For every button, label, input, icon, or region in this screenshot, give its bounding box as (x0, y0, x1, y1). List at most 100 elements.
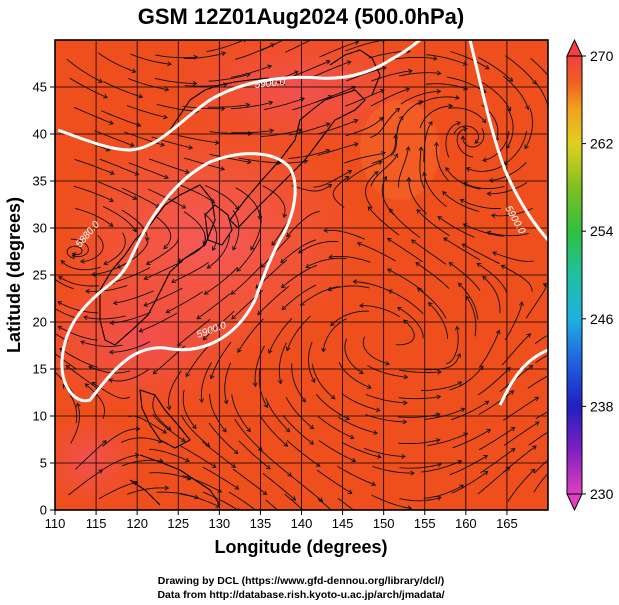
streamline (57, 301, 99, 314)
streamline (66, 245, 83, 259)
streamline-arrowhead (262, 490, 268, 496)
streamline-arrowhead (71, 254, 77, 259)
streamline (98, 481, 138, 500)
streamline-arrowhead (217, 488, 223, 493)
streamline-arrowhead (309, 440, 315, 445)
streamline-arrowhead (382, 175, 388, 181)
streamline (61, 260, 101, 271)
streamline-arrowhead (267, 64, 273, 70)
streamline (316, 86, 356, 103)
streamline (369, 108, 400, 139)
streamline (286, 439, 321, 467)
y-tick-label: 5 (40, 456, 47, 471)
streamline-arrowhead (457, 282, 463, 288)
y-tick-label: 0 (40, 503, 47, 518)
streamline (341, 441, 382, 458)
streamline (417, 287, 447, 319)
streamline (74, 158, 115, 175)
streamline-arrowhead (266, 464, 271, 470)
streamline-arrowhead (481, 118, 487, 124)
streamline-arrowhead (129, 142, 135, 148)
streamline-arrowhead (560, 423, 564, 427)
streamline (365, 414, 407, 423)
streamline-arrowhead (283, 442, 289, 447)
streamline-arrowhead (181, 204, 187, 209)
streamline-arrowhead (349, 434, 355, 440)
streamline (209, 153, 251, 163)
streamline-arrowhead (558, 461, 562, 465)
streamline (372, 465, 414, 474)
streamline-arrowhead (84, 383, 90, 388)
streamline (121, 187, 160, 208)
streamline (337, 466, 376, 486)
streamline (305, 257, 347, 268)
streamline-arrowhead (167, 61, 172, 67)
streamline-arrowhead (60, 259, 66, 265)
streamline (282, 415, 314, 445)
streamline-arrowhead (403, 374, 409, 380)
streamline-arrowhead (367, 384, 372, 390)
streamline-arrowhead (108, 378, 114, 383)
streamline-arrowhead (286, 232, 291, 238)
streamline-arrowhead (509, 390, 515, 395)
streamline-arrowhead (80, 258, 85, 264)
streamline (102, 206, 137, 232)
streamline (363, 447, 406, 458)
streamline-arrowhead (165, 308, 171, 314)
streamline-arrowhead (411, 239, 416, 244)
streamline (231, 394, 251, 432)
streamline-arrowhead (433, 141, 439, 147)
streamline (316, 469, 353, 494)
streamline (284, 493, 304, 510)
streamline (398, 72, 441, 77)
streamline (308, 341, 316, 383)
streamline (452, 429, 491, 449)
contour-label: 5900.0 (254, 77, 286, 91)
streamline-arrowhead (554, 86, 558, 90)
streamline-arrowhead (402, 419, 408, 425)
colorbar-min-arrow (566, 493, 583, 512)
streamline-arrowhead (508, 77, 514, 82)
streamline-arrowhead (323, 227, 328, 233)
streamline-arrowhead (85, 288, 90, 294)
streamline-arrowhead (257, 446, 263, 452)
streamline-arrowhead (395, 107, 401, 113)
streamline (390, 116, 404, 157)
x-tick-label: 140 (291, 516, 313, 531)
streamline-arrowhead (532, 80, 537, 85)
streamline (453, 125, 480, 144)
streamline-arrowhead (358, 369, 364, 374)
colorbar-tick-label: 262 (590, 136, 614, 152)
streamline (234, 418, 263, 451)
streamline-arrowhead (209, 374, 215, 380)
streamline-arrowhead (291, 496, 297, 501)
streamline-arrowhead (443, 237, 448, 242)
streamline-arrowhead (371, 481, 377, 487)
streamline (399, 463, 442, 469)
streamline (477, 367, 511, 396)
streamline (329, 255, 371, 263)
streamline (298, 240, 339, 254)
streamline (371, 70, 412, 82)
streamline (327, 285, 370, 291)
colorbar-tick-label: 238 (590, 398, 614, 414)
streamline-arrowhead (250, 245, 255, 251)
streamline (397, 307, 424, 339)
streamline-arrowhead (221, 51, 227, 57)
streamline-arrowhead (108, 349, 114, 355)
streamline-arrowhead (396, 306, 402, 312)
streamline (533, 472, 548, 493)
streamline (507, 468, 536, 502)
streamline-arrowhead (353, 142, 359, 147)
streamline-arrowhead (247, 131, 253, 136)
streamline (425, 353, 461, 371)
streamline (341, 393, 380, 411)
streamline (476, 263, 508, 293)
streamline (503, 445, 537, 473)
streamline-arrowhead (188, 144, 194, 150)
streamline (83, 315, 126, 320)
streamline (85, 383, 105, 419)
streamline-arrowhead (448, 103, 454, 109)
streamline-arrowhead (57, 325, 63, 331)
streamline (259, 40, 285, 52)
